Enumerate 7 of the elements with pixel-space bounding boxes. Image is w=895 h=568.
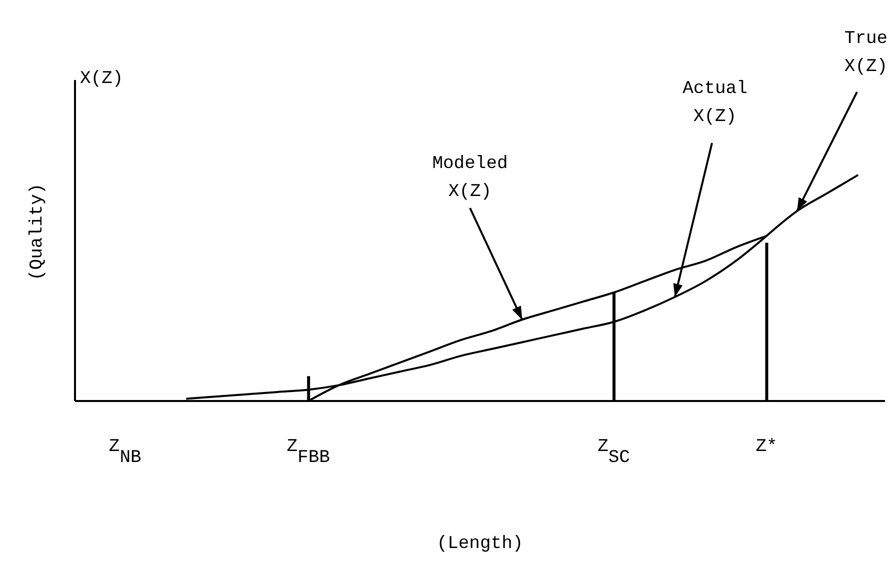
text: True X(Z) bbox=[844, 29, 888, 77]
y-axis-title: (Quality) bbox=[27, 183, 48, 280]
x-axis-title: (Length) bbox=[436, 534, 524, 554]
text: X(Z) bbox=[80, 69, 124, 89]
text: Modeled X(Z) bbox=[432, 154, 508, 202]
text: Actual X(Z) bbox=[682, 79, 748, 127]
x-tick-label: Z* bbox=[756, 437, 778, 457]
